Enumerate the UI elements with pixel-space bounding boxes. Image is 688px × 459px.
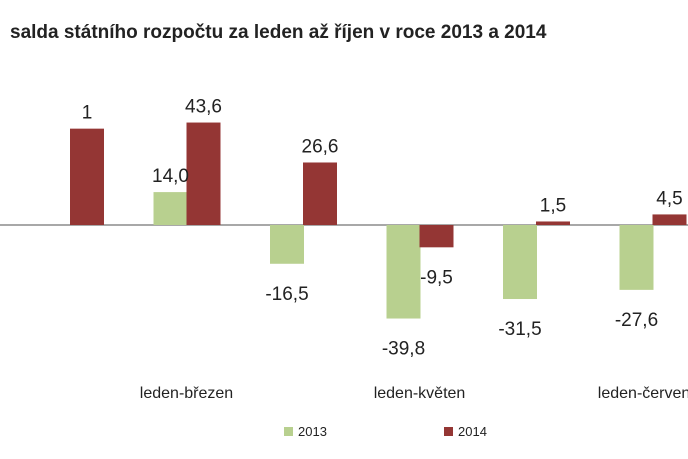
legend-label-2013: 2013 <box>298 424 327 439</box>
chart-title: salda státního rozpočtu za leden až říje… <box>10 22 547 43</box>
data-label-2014-3: -9,5 <box>420 267 453 288</box>
bar-2013-5 <box>619 225 654 290</box>
data-label-2014-5: 4,5 <box>656 188 682 209</box>
category-labels-group: leden-březen leden-květen leden-červenec <box>140 385 688 402</box>
data-label-2014-2: 26,6 <box>302 136 339 157</box>
legend: 2013 2014 <box>284 424 487 439</box>
category-label-1: leden-březen <box>140 385 233 402</box>
data-label-2013-4: -31,5 <box>498 319 541 340</box>
legend-swatch-2014 <box>444 427 453 436</box>
bar-2014-1 <box>186 122 221 225</box>
data-label-2013-5: -27,6 <box>615 310 658 331</box>
data-label-2013-1: 14,0 <box>152 166 189 187</box>
bar-2014-2 <box>303 162 337 225</box>
bar-2013-4 <box>503 225 537 300</box>
data-labels-group: 14,0-16,5-39,8-31,5-27,6-36,2143,626,6-9… <box>82 97 683 360</box>
category-label-3: leden-květen <box>374 385 466 402</box>
bar-2013-1 <box>153 192 188 225</box>
data-label-2014-4: 1,5 <box>540 195 566 216</box>
category-label-5: leden-červenec <box>598 385 688 402</box>
data-label-2013-2: -16,5 <box>265 284 308 305</box>
bar-2013-3 <box>386 225 421 319</box>
data-label-2014-0: 1 <box>82 103 93 124</box>
legend-label-2014: 2014 <box>458 424 487 439</box>
bar-2014-4 <box>536 221 570 225</box>
bar-2014-0 <box>70 128 104 225</box>
legend-swatch-2013 <box>284 427 293 436</box>
data-label-2013-3: -39,8 <box>382 339 425 360</box>
data-label-2014-1: 43,6 <box>185 97 222 118</box>
bar-2013-2 <box>270 225 304 264</box>
bar-2014-5 <box>652 214 687 225</box>
bars-group <box>70 122 687 319</box>
bar-2014-3 <box>419 225 454 248</box>
